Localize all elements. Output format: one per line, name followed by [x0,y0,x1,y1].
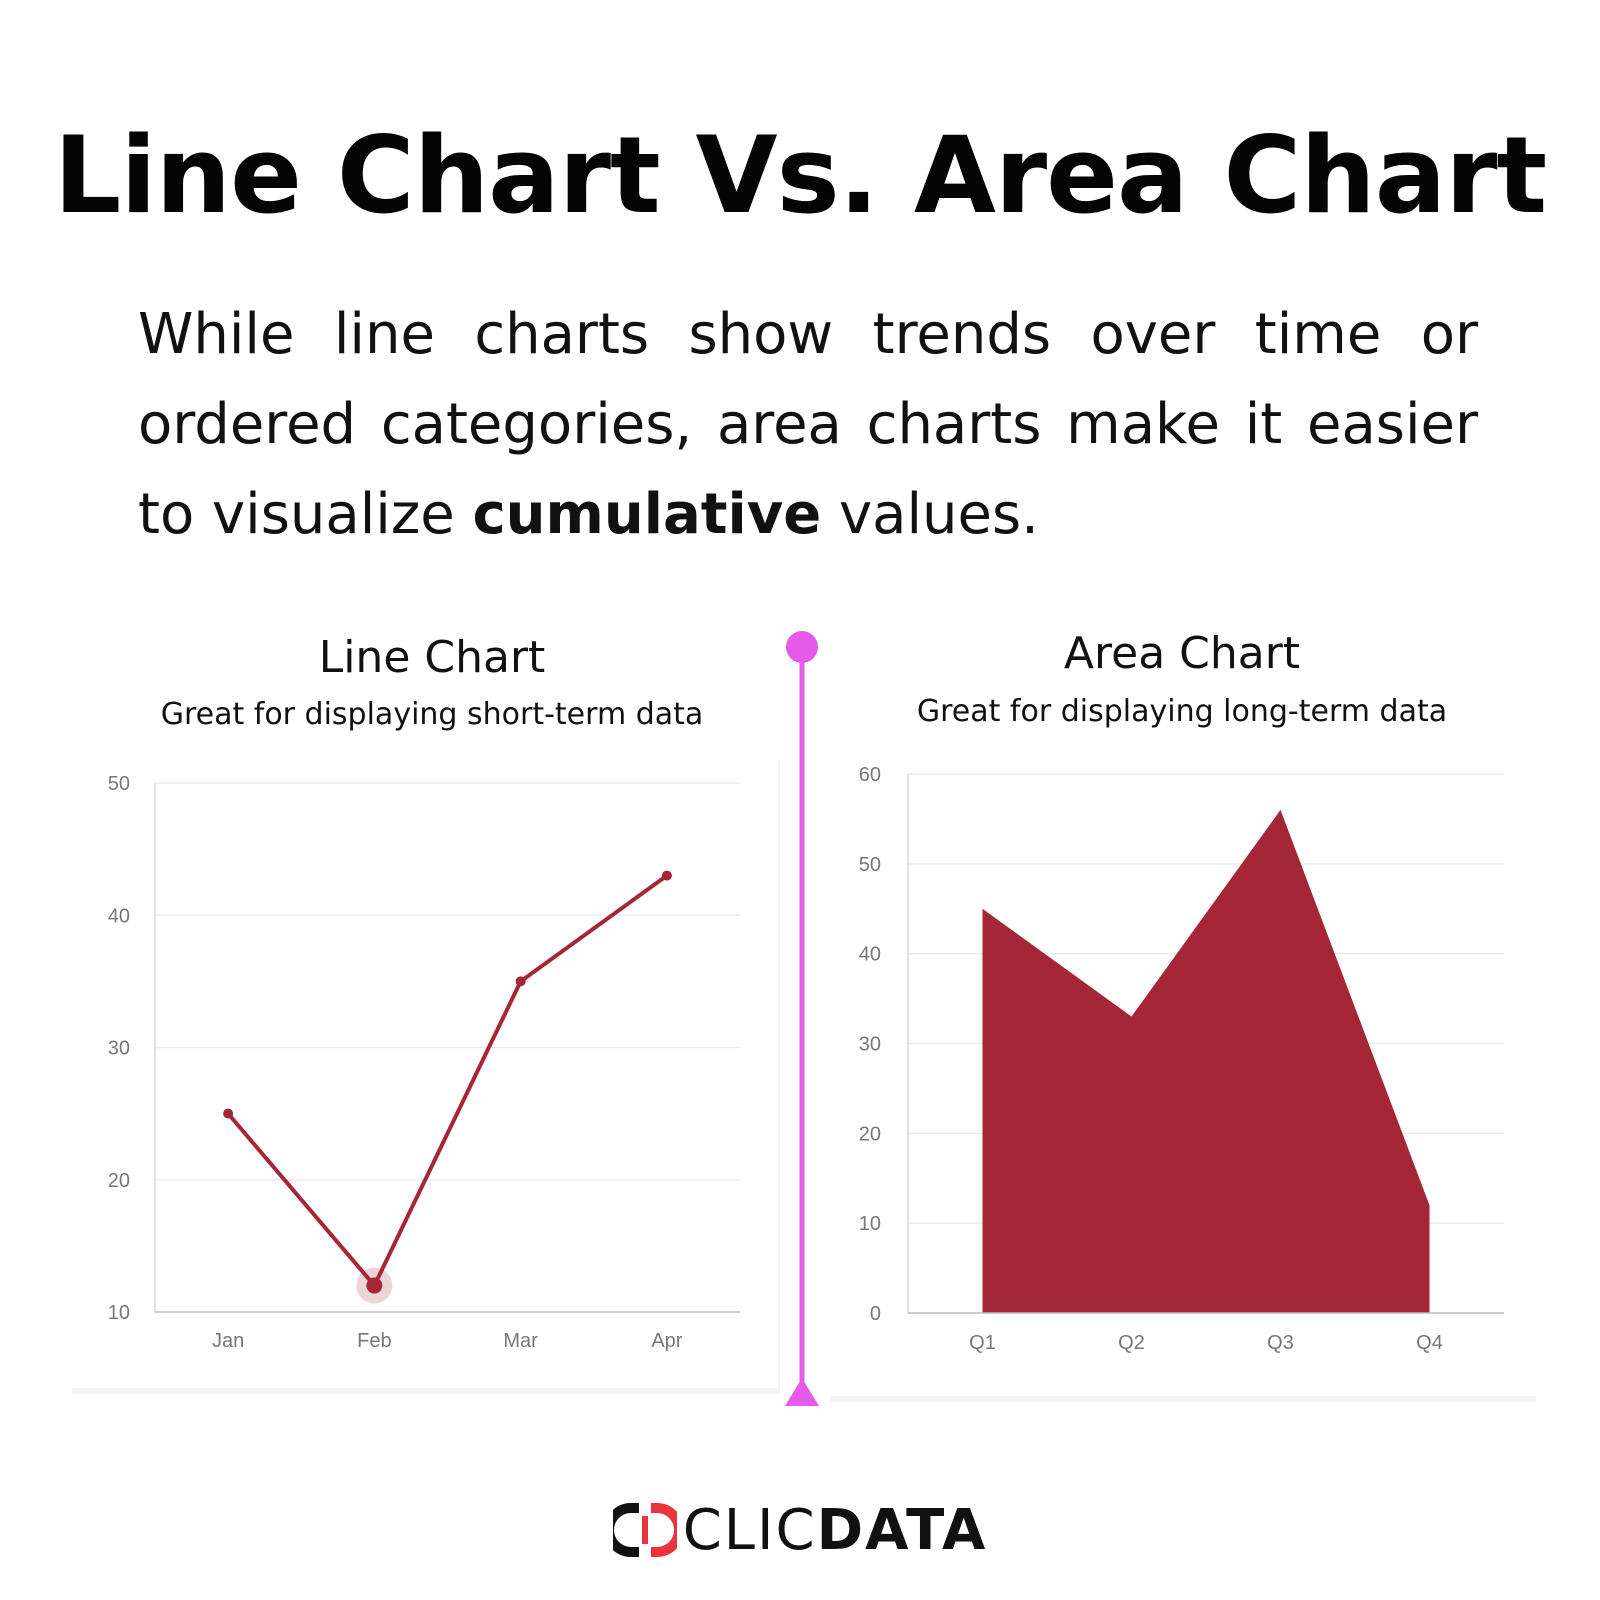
line-chart-title: Line Chart [318,632,546,683]
intro-text-end: values. [821,482,1039,547]
line-chart: 10 20 30 40 50 Jan Feb Mar Apr [108,773,740,1352]
clicdata-logo: CLICDATA [0,1495,1600,1565]
area-x-tick-label: Q3 [1267,1332,1294,1354]
area-chart-subtitle: Great for displaying long-term data [916,694,1448,729]
area-x-tick-label: Q4 [1416,1332,1443,1354]
line-x-tick-label: Apr [651,1330,682,1352]
line-x-tick-label: Jan [212,1330,244,1352]
line-y-tick-label: 40 [108,905,130,927]
line-y-tick-label: 20 [108,1170,130,1192]
clicdata-logo-wordmark: CLICDATA [683,1498,988,1563]
area-y-tick-label: 50 [859,854,881,876]
line-y-tick-label: 30 [108,1038,130,1060]
area-panel-shadow [830,1396,1536,1402]
line-point [366,1277,383,1294]
logo-text-clic: CLIC [682,1497,817,1563]
clicdata-logo-icon [612,1503,677,1557]
intro-emphasis: cumulative [472,482,822,547]
divider-bottom-triangle [785,1378,819,1406]
area-y-tick-label: 60 [859,764,881,786]
area-y-tick-label: 20 [859,1123,881,1145]
line-panel-shadow [72,1388,780,1394]
area-y-tick-label: 30 [859,1034,881,1056]
intro-text: While line charts show trends over time … [138,290,1478,560]
line-x-tick-label: Feb [357,1330,391,1352]
line-point [515,976,526,987]
line-series [226,873,669,1288]
intro-text-start: While line charts show trends over time … [138,302,1478,547]
area-x-tick-label: Q2 [1118,1332,1145,1354]
divider-top-dot [786,631,818,663]
divider [785,631,819,1406]
area-y-tick-label: 40 [859,944,881,966]
area-chart: 0 10 20 30 40 50 60 Q1 Q2 Q3 Q4 [859,764,1504,1354]
page-title: Line Chart Vs. Area Chart [53,114,1547,237]
logo-text-data: DATA [816,1497,988,1563]
line-point-highlight [356,1267,393,1304]
line-point [223,1108,234,1119]
line-x-tick-label: Mar [503,1330,538,1352]
area-series [982,809,1430,1313]
line-point [661,870,672,881]
line-chart-subtitle: Great for displaying short-term data [160,697,704,732]
line-panel-edge [778,760,780,1390]
area-y-tick-label: 0 [870,1303,881,1325]
line-y-tick-label: 50 [108,773,130,795]
area-chart-title: Area Chart [1063,628,1301,679]
area-x-tick-label: Q1 [969,1332,996,1354]
area-y-tick-label: 10 [859,1213,881,1235]
line-y-tick-label: 10 [108,1302,130,1324]
